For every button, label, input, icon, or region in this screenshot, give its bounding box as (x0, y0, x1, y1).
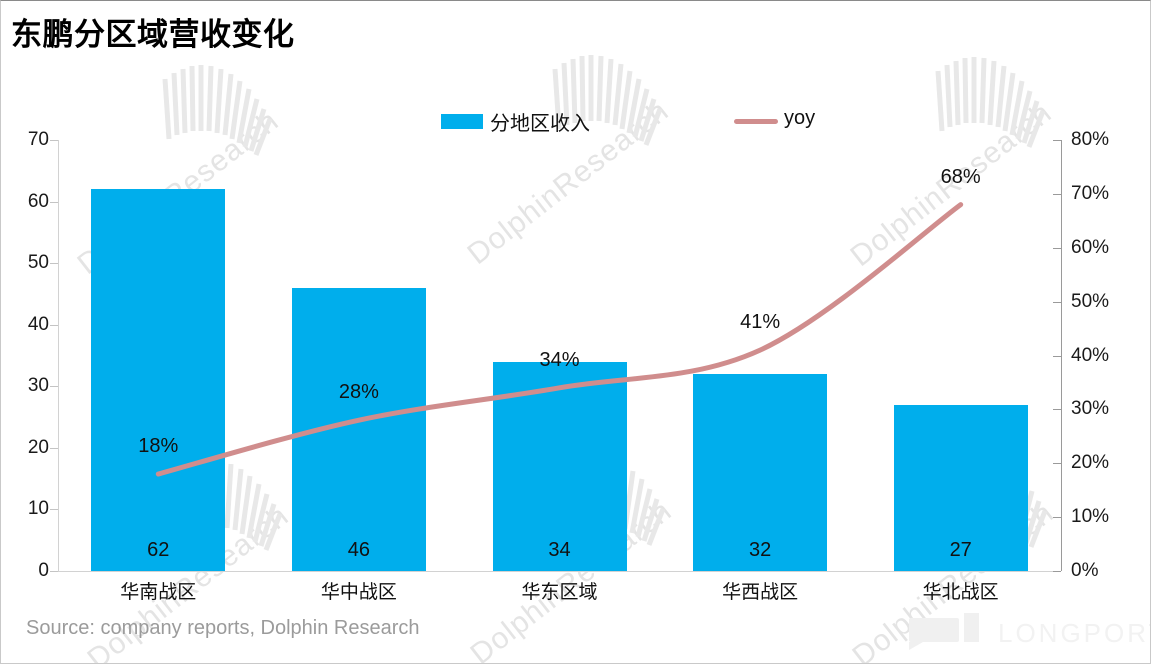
right-axis-tick-label: 10% (1071, 506, 1110, 528)
left-axis-tick-label: 60 (27, 190, 49, 212)
left-axis-tick-mark (50, 324, 58, 326)
left-axis-tick-mark (50, 571, 58, 572)
left-axis-tick-mark (50, 447, 58, 449)
category-label: 华南战区 (120, 582, 197, 603)
yoy-line (155, 202, 964, 477)
right-axis-tick-mark (1053, 140, 1061, 141)
bar-value-label: 62 (147, 539, 170, 561)
bar-value-label: 46 (347, 539, 371, 561)
right-axis-tick-mark (1053, 409, 1061, 411)
legend-line-swatch (734, 119, 778, 124)
left-axis-tick-label: 50 (27, 252, 49, 274)
right-axis-tick-label: 0% (1071, 560, 1099, 581)
category-label: 华西战区 (722, 582, 799, 603)
source-note: Source: company reports, Dolphin Researc… (26, 617, 420, 639)
left-axis-tick-mark (50, 386, 58, 388)
left-axis-tick-mark (50, 263, 58, 265)
right-axis-tick-label: 80% (1071, 129, 1110, 150)
page-title: 东鹏分区域营收变化 (11, 17, 295, 52)
legend-yoy-label: yoy (784, 107, 816, 129)
yoy-point-label: 68% (940, 165, 981, 188)
right-axis-tick-mark (1053, 193, 1061, 195)
longport-flag-icon (964, 613, 979, 642)
category-label: 华中战区 (320, 582, 397, 603)
left-axis-tick-mark (50, 509, 58, 511)
yoy-point-label: 18% (138, 435, 179, 458)
longport-bubble-icon (909, 618, 959, 650)
left-axis-tick-mark (50, 140, 58, 141)
right-axis-tick-label: 40% (1071, 344, 1110, 366)
right-axis-tick-mark (1053, 571, 1061, 572)
right-axis-tick-mark (1053, 463, 1061, 465)
yoy-point-label: 34% (539, 348, 580, 371)
brand-name: LONGPORT (998, 618, 1151, 648)
bar-value-label: 27 (949, 539, 972, 561)
left-axis-line (58, 140, 59, 571)
left-axis-tick-label: 0 (38, 560, 49, 581)
right-axis-tick-label: 70% (1071, 182, 1110, 204)
category-label: 华北战区 (922, 582, 999, 603)
left-axis-tick-mark (50, 201, 58, 203)
right-axis-tick-mark (1053, 301, 1061, 303)
right-axis-tick-label: 60% (1071, 236, 1110, 258)
right-axis-tick-mark (1053, 247, 1061, 249)
bar-华北战区 (893, 404, 1028, 571)
yoy-point-label: 28% (338, 381, 379, 404)
left-axis-tick-label: 10 (27, 498, 49, 520)
left-axis-tick-label: 30 (27, 375, 49, 397)
right-axis-line (1061, 140, 1062, 571)
left-axis-tick-label: 20 (27, 436, 49, 458)
bottom-axis-line (58, 571, 1061, 572)
category-label: 华东区域 (521, 582, 598, 603)
right-axis-tick-mark (1053, 517, 1061, 519)
bar-value-label: 34 (548, 539, 571, 561)
brand-footer: LONGPORT (906, 604, 1150, 654)
left-axis-tick-label: 40 (27, 313, 49, 335)
legend-bar-label: 分地区收入 (490, 113, 590, 135)
left-axis-tick-label: 70 (27, 129, 49, 150)
right-axis-tick-label: 50% (1071, 290, 1110, 312)
right-axis-tick-label: 30% (1071, 398, 1110, 420)
bar-华西战区 (693, 373, 828, 571)
yoy-point-label: 41% (740, 311, 781, 334)
legend-bar-swatch (441, 114, 483, 129)
bar-value-label: 32 (748, 539, 772, 561)
bar-华南战区 (91, 189, 226, 571)
right-axis-tick-label: 20% (1071, 452, 1110, 474)
right-axis-tick-mark (1053, 355, 1061, 357)
